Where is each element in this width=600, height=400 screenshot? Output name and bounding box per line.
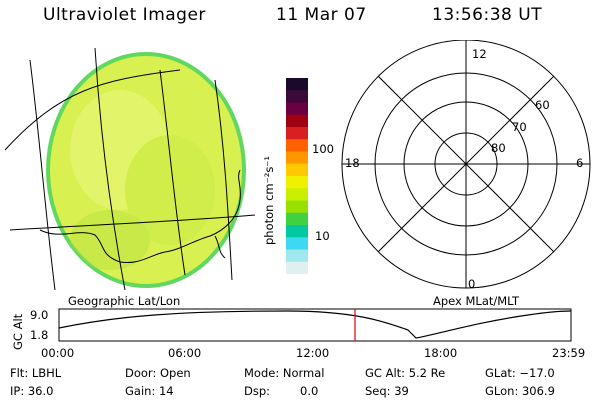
status-seq: Seq: 39: [365, 384, 409, 398]
colorbar-band: [286, 237, 308, 250]
colorbar-band: [286, 249, 308, 263]
altitude-ylabel: GC Alt: [11, 313, 25, 350]
xtick-1200: 12:00: [296, 346, 330, 360]
altitude-ytick-9: 9.0: [30, 308, 49, 322]
colorbar-band: [286, 212, 308, 226]
colorbar: [286, 78, 308, 274]
colorbar-band: [286, 261, 308, 274]
mlt-label-0: 0: [468, 277, 476, 291]
date-label: 11 Mar 07: [276, 5, 367, 25]
status-glon: GLon: 306.9: [485, 384, 555, 398]
polar-panel-label: Apex MLat/MLT: [433, 294, 520, 308]
colorbar-band: [286, 78, 308, 91]
colorbar-unit-label: photon cm⁻²s⁻¹: [262, 156, 276, 245]
colorbar-band: [286, 127, 308, 140]
coastline-2: [214, 235, 226, 259]
mlat-label-70: 70: [512, 120, 527, 134]
status-ip: IP: 36.0: [10, 384, 54, 398]
colorbar-band: [286, 225, 308, 238]
coastline: [39, 169, 241, 264]
altitude-ytick-1-8: 1.8: [30, 328, 49, 342]
mlt-label-18: 18: [345, 156, 360, 170]
mlt-label-6: 6: [576, 156, 584, 170]
colorbar-tick-10: 10: [315, 229, 330, 243]
uv-emission-disk: [46, 52, 246, 288]
status-glat: GLat: −17.0: [485, 366, 555, 380]
status-door: Door: Open: [125, 366, 191, 380]
status-dsp-value: 0.0: [300, 384, 319, 398]
mlt-label-12: 12: [472, 47, 487, 61]
status-flt: Flt: LBHL: [10, 366, 62, 380]
lat-lon-grid: [4, 47, 256, 290]
colorbar-band: [286, 163, 308, 177]
altitude-plot-frame: [58, 308, 572, 342]
colorbar-band: [286, 176, 308, 189]
colorbar-band: [286, 139, 308, 152]
altitude-curve: [58, 310, 572, 339]
uv-texture: [70, 90, 215, 270]
status-dsp: Dsp:: [244, 384, 271, 398]
status-mode: Mode: Normal: [244, 366, 325, 380]
colorbar-band: [286, 102, 308, 116]
xtick-0600: 06:00: [168, 346, 202, 360]
colorbar-band: [286, 151, 308, 165]
colorbar-band: [286, 90, 308, 103]
geo-panel-label: Geographic Lat/Lon: [68, 294, 181, 308]
xtick-1800: 18:00: [424, 346, 458, 360]
colorbar-band: [286, 200, 308, 214]
colorbar-tick-100: 100: [312, 142, 334, 156]
geographic-image-panel: [4, 47, 256, 290]
status-gc-alt: GC Alt: 5.2 Re: [365, 366, 446, 380]
polar-plot: [341, 40, 591, 289]
altitude-plot: [58, 308, 572, 342]
colorbar-band: [286, 114, 308, 128]
polar-diagonal-2: [377, 75, 555, 253]
instrument-title: Ultraviolet Imager: [43, 5, 206, 25]
colorbar-band: [286, 188, 308, 201]
time-label: 13:56:38 UT: [432, 5, 543, 25]
xtick-0000: 00:00: [41, 346, 75, 360]
mlat-label-80: 80: [491, 141, 506, 155]
xtick-2359: 23:59: [552, 346, 586, 360]
status-gain: Gain: 14: [125, 384, 174, 398]
mlat-label-60: 60: [535, 98, 550, 112]
